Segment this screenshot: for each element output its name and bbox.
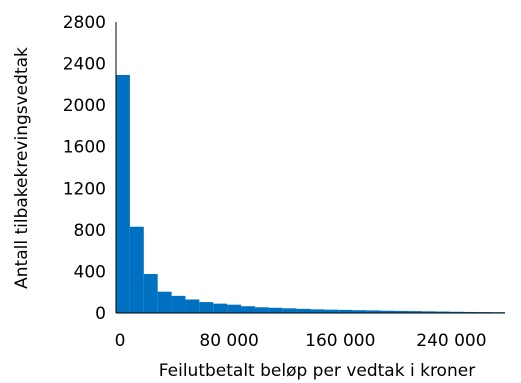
histogram-bar <box>241 306 255 313</box>
histogram-bar <box>379 310 394 313</box>
histogram-bar <box>171 295 186 313</box>
histogram-bar <box>449 311 464 313</box>
histogram-bar <box>213 303 228 313</box>
y-tick-label: 800 <box>74 221 106 241</box>
bars-group <box>116 75 505 313</box>
histogram-bar <box>254 307 269 313</box>
histogram-bar <box>310 309 325 313</box>
histogram-bar <box>157 291 172 313</box>
histogram-bar <box>296 308 311 313</box>
histogram-bar <box>185 299 200 313</box>
x-tick-label: 80 000 <box>199 331 258 351</box>
histogram-bar <box>143 274 158 313</box>
y-axis-title: Antall tilbakekrevingsvedtak <box>12 47 32 289</box>
histogram-bar <box>393 310 408 313</box>
histogram-bar <box>366 310 380 313</box>
histogram-bar <box>421 311 436 313</box>
histogram-bar <box>116 75 130 313</box>
histogram-bar <box>129 226 144 313</box>
histogram-bar <box>352 310 367 313</box>
histogram-bar <box>227 304 242 313</box>
histogram-bar <box>199 302 214 313</box>
x-axis-title: Feilutbetalt beløp per vedtak i kroner <box>159 361 475 381</box>
x-tick-label: 160 000 <box>305 331 375 351</box>
y-tick-label: 1200 <box>63 179 106 199</box>
y-tick-label: 1600 <box>63 138 106 158</box>
y-tick-label: 0 <box>95 304 106 324</box>
x-tick-label: 240 000 <box>416 331 486 351</box>
histogram-bar <box>268 307 283 313</box>
y-tick-label: 400 <box>74 262 106 282</box>
y-tick-label: 2400 <box>63 55 106 75</box>
histogram-bar <box>463 311 478 313</box>
histogram-bar <box>407 311 422 313</box>
histogram-bar <box>324 309 339 313</box>
histogram-bar <box>435 311 450 313</box>
y-tick-labels: 0 400 800 1200 1600 2000 2400 2800 <box>63 13 106 324</box>
x-tick-labels: 0 80 000 160 000 240 000 <box>115 331 487 351</box>
y-tick-label: 2800 <box>63 13 106 33</box>
y-tick-label: 2000 <box>63 96 106 116</box>
x-tick-label: 0 <box>115 331 126 351</box>
histogram-bar <box>282 308 297 313</box>
histogram-bar <box>338 309 353 313</box>
